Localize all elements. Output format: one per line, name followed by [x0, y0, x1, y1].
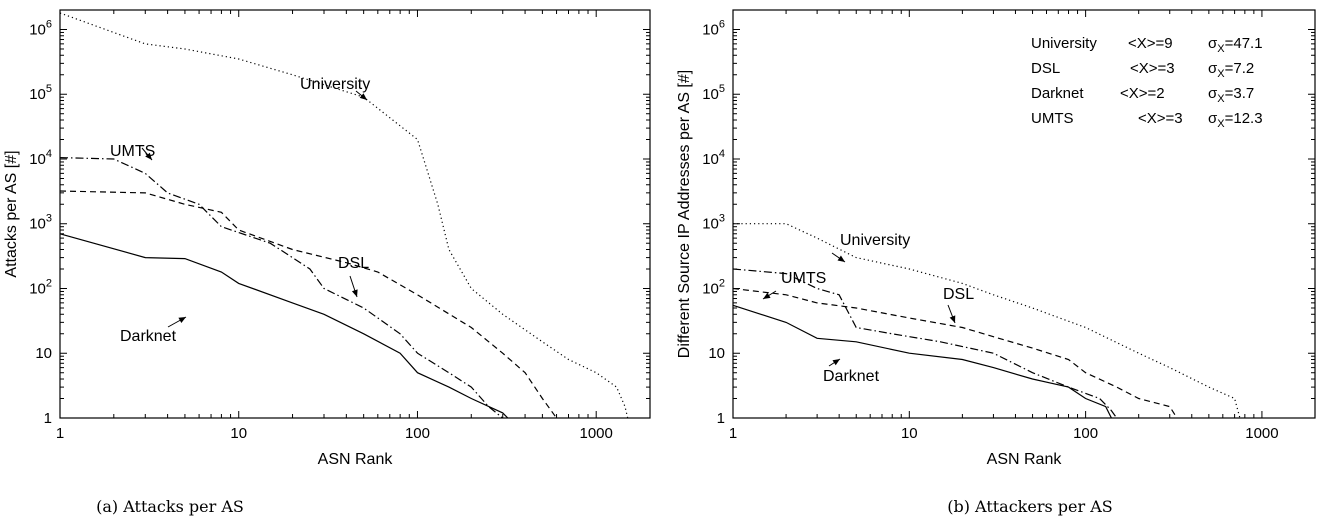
y-tick-label: 102 [702, 277, 725, 297]
x-tick-label: 10 [901, 425, 918, 442]
x-tick-label: 1 [729, 425, 737, 442]
y-tick-label: 102 [29, 277, 52, 297]
stats-mean: <X>=3 [1138, 110, 1183, 127]
y-axis-label: Different Source IP Addresses per AS [#] [676, 70, 693, 358]
chart-panel-1: 1 10 100 1000 1 10 102 103 104 105 106 ASN Rank Atta… [3, 9, 651, 516]
x-tick-label: 1000 [1245, 425, 1278, 442]
y-tick-label: 104 [702, 148, 725, 168]
y-tick-label: 1 [44, 410, 52, 427]
annotation-umts: UMTS [110, 143, 155, 160]
y-tick-label: 104 [29, 148, 52, 168]
annotation-darknet: Darknet [823, 368, 880, 385]
series-dsl [732, 287, 1178, 419]
annotation-arrowhead [832, 359, 840, 366]
plot-frame [59, 9, 651, 419]
stats-name: DSL [1031, 60, 1060, 77]
annotation-arrowhead [763, 292, 771, 299]
annotation-arrowhead [359, 93, 367, 100]
series-dsl [59, 190, 557, 419]
panel-caption: (b) Attackers per AS [947, 497, 1113, 516]
y-tick-label: 103 [702, 213, 725, 233]
series-umts [732, 268, 1118, 419]
annotation-arrowhead [351, 289, 358, 297]
y-tick-label: 106 [29, 18, 52, 38]
stats-sigma: σX=3.7 [1208, 85, 1254, 105]
y-tick-label: 105 [702, 83, 725, 103]
y-tick-label: 105 [29, 83, 52, 103]
y-tick-label: 103 [29, 213, 52, 233]
stats-sigma: σX=12.3 [1208, 110, 1263, 130]
series-umts [59, 157, 504, 419]
y-axis-label: Attacks per AS [#] [3, 150, 20, 277]
annotation-darknet: Darknet [120, 328, 177, 345]
series-university [733, 223, 1241, 419]
y-tick-label: 1 [717, 410, 725, 427]
annotation-umts: UMTS [781, 270, 826, 287]
series-university [59, 12, 629, 419]
series-darknet [732, 304, 1112, 419]
x-tick-label: 10 [230, 425, 247, 442]
stats-mean: <X>=2 [1120, 85, 1165, 102]
annotation-dsl: DSL [338, 255, 369, 272]
x-tick-label: 1 [56, 425, 64, 442]
y-tick-label: 106 [702, 18, 725, 38]
chart-panel-2: 1 10 100 1000 1 10 102 103 104 105 106 ASN Rank Diff… [676, 9, 1316, 516]
panel-caption: (a) Attacks per AS [96, 497, 244, 516]
stats-mean: <X>=9 [1128, 35, 1173, 52]
x-tick-label: 100 [1073, 425, 1098, 442]
y-tick-label: 10 [708, 345, 725, 362]
x-axis-label: ASN Rank [987, 451, 1063, 468]
x-tick-label: 100 [405, 425, 430, 442]
x-axis-label: ASN Rank [318, 451, 394, 468]
y-tick-label: 10 [35, 345, 52, 362]
annotation-arrowhead [949, 315, 956, 323]
annotation-university: University [840, 232, 910, 249]
x-tick-label: 1000 [580, 425, 613, 442]
stats-mean: <X>=3 [1130, 60, 1175, 77]
plot-frame [732, 9, 1316, 419]
stats-sigma: σX=7.2 [1208, 60, 1254, 80]
annotation-arrowhead [145, 152, 152, 160]
series-darknet [59, 233, 509, 419]
stats-name: UMTS [1031, 110, 1074, 127]
annotation-arrowhead [178, 317, 186, 324]
annotation-university: University [300, 76, 370, 93]
stats-name: Darknet [1031, 85, 1084, 102]
stats-sigma: σX=47.1 [1208, 35, 1263, 55]
stats-name: University [1031, 35, 1097, 52]
annotation-arrowhead [837, 255, 845, 262]
annotation-dsl: DSL [943, 286, 974, 303]
